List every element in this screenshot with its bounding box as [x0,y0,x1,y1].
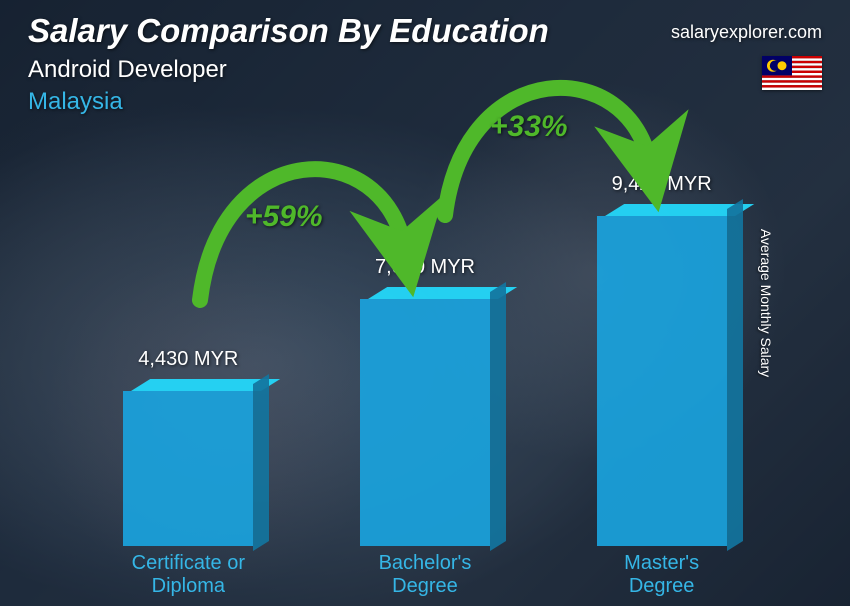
bar-group: 7,060 MYR [335,256,515,546]
bar-label: Certificate or Diploma [98,552,278,598]
bar-group: 4,430 MYR [98,348,278,546]
bar-label: Master's Degree [572,552,752,598]
malaysia-flag-icon [762,56,822,90]
bar-label: Bachelor's Degree [335,552,515,598]
bar [123,379,253,546]
bar-value: 7,060 MYR [375,256,475,279]
bar [360,287,490,546]
chart-country: Malaysia [28,88,822,116]
percent-increase: +33% [490,110,568,144]
watermark-text: salaryexplorer.com [671,22,822,43]
bar-chart: 4,430 MYR 7,060 MYR 9,420 MYR [70,140,780,546]
bar [597,204,727,546]
bar-value: 9,420 MYR [612,173,712,196]
x-axis-labels: Certificate or Diploma Bachelor's Degree M… [70,552,780,598]
y-axis-label: Average Monthly Salary [758,229,774,377]
bar-group: 9,420 MYR [572,173,752,546]
bar-value: 4,430 MYR [138,348,238,371]
percent-increase: +59% [245,200,323,234]
chart-subtitle: Android Developer [28,56,822,84]
